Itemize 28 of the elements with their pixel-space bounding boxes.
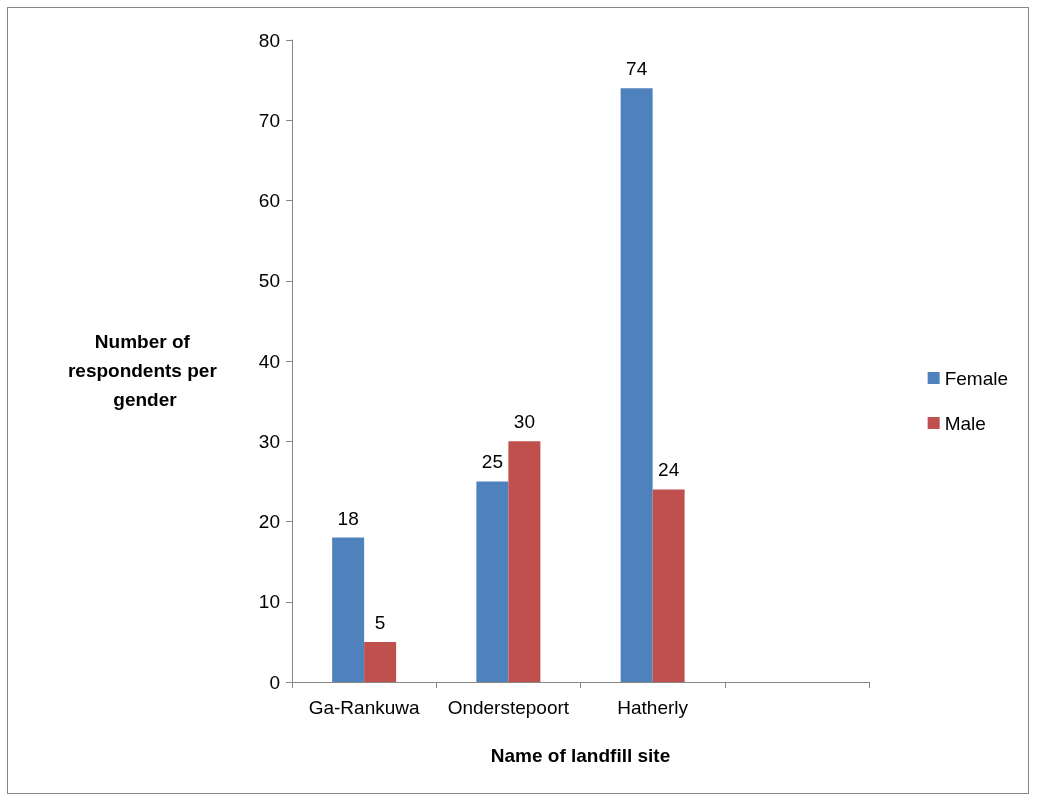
x-tick-label: Hatherly: [617, 697, 689, 718]
legend-label: Male: [944, 412, 986, 434]
x-axis-title: Name of landfill site: [490, 745, 671, 766]
data-label: 74: [626, 58, 648, 80]
y-tick-label: 0: [269, 671, 280, 693]
data-label: 18: [337, 507, 359, 529]
bar: [508, 441, 541, 682]
y-tick-label: 60: [258, 190, 280, 211]
bar: [364, 641, 397, 682]
x-tick-label: Ga-Rankuwa: [308, 697, 420, 718]
y-tick-label: 10: [258, 591, 280, 613]
bar: [652, 489, 685, 682]
y-axis-title: Number of respondents per gender: [67, 330, 223, 410]
y-tick-label: 70: [258, 109, 280, 131]
x-tick-label: Onderstepoort: [447, 697, 570, 718]
data-label: 5: [374, 611, 386, 633]
bar: [620, 88, 653, 682]
y-tick-label: 40: [258, 350, 280, 372]
y-tick-label: 30: [258, 430, 280, 452]
data-label: 30: [513, 411, 535, 433]
y-tick-label: 80: [258, 29, 280, 51]
data-label: 25: [481, 451, 503, 473]
data-label: 24: [658, 459, 680, 481]
bar: [476, 481, 509, 682]
y-tick-label: 20: [258, 511, 280, 532]
y-tick-label: 50: [258, 270, 280, 292]
legend-label: Female: [944, 367, 1008, 389]
bar: [332, 537, 365, 682]
